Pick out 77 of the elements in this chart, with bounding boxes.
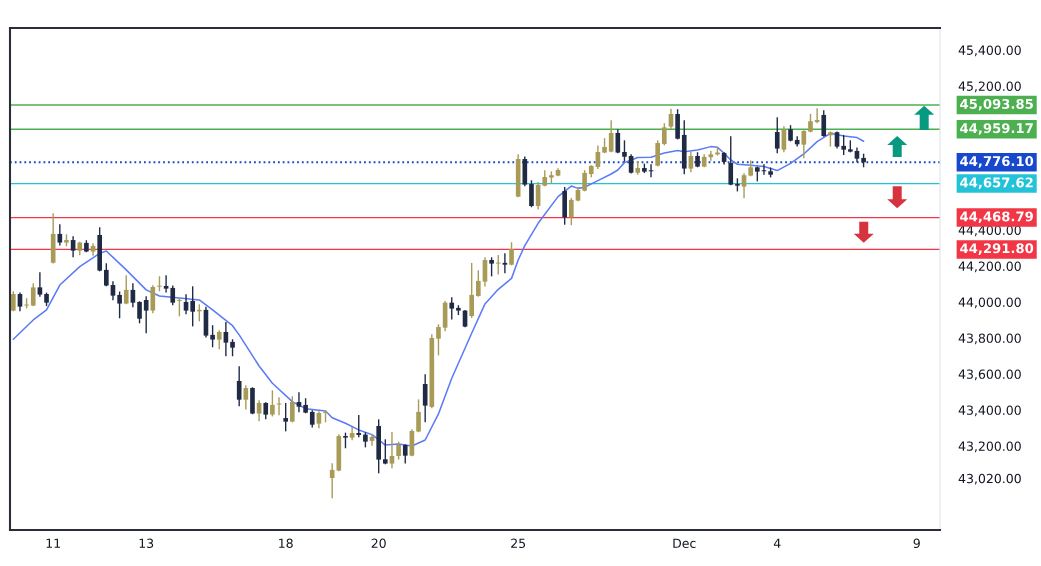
x-tick-label: 18 [279, 538, 293, 549]
candlestick [349, 426, 355, 441]
candlestick [270, 390, 275, 417]
y-tick-label: 45,400.00 [958, 45, 1021, 57]
y-tick-label: 43,200.00 [958, 441, 1021, 453]
candlestick [449, 297, 455, 320]
candlestick [210, 325, 215, 348]
candlestick [183, 294, 189, 315]
candlestick [708, 150, 714, 161]
candlestick [290, 396, 295, 423]
candlestick [608, 120, 614, 153]
candlestick [728, 136, 734, 186]
candlestick [30, 283, 36, 307]
candlestick [163, 275, 169, 293]
candlestick [117, 291, 122, 319]
candlestick [11, 291, 16, 312]
candlestick [469, 262, 474, 318]
ref-line-label: 45,093.85 [960, 98, 1033, 111]
y-tick-label: 43,800.00 [958, 333, 1021, 345]
x-tick-label: 25 [511, 538, 526, 549]
y-tick-label: 43,400.00 [958, 405, 1021, 417]
candlestick [104, 263, 109, 287]
candlestick [622, 140, 627, 162]
candlestick [529, 180, 534, 208]
ref-line-label: 44,959.17 [960, 123, 1033, 135]
y-tick-label: 44,200.00 [958, 261, 1021, 273]
y-tick-label: 43,020.00 [958, 473, 1021, 485]
candlestick [150, 285, 156, 314]
candlestick [170, 285, 176, 306]
candlestick [190, 286, 195, 327]
candlestick [655, 140, 660, 167]
candlestick [356, 415, 362, 438]
x-tick-label: 20 [371, 538, 386, 549]
y-tick-label: 45,200.00 [958, 81, 1021, 93]
x-tick-label: 13 [139, 538, 154, 549]
candlestick [70, 236, 76, 258]
x-tick-label: 4 [773, 538, 781, 548]
candlestick [741, 173, 747, 199]
candlestick [223, 321, 229, 357]
candlestick [509, 242, 514, 266]
ref-line-label: 44,776.10 [960, 156, 1034, 168]
candlestick [416, 399, 421, 433]
ref-line-label: 44,657.62 [960, 177, 1033, 190]
candlestick [582, 170, 587, 192]
candlestick [821, 110, 827, 137]
candlestick [662, 123, 667, 146]
candlestick [794, 136, 800, 147]
candlestick [123, 275, 129, 305]
candlestick [774, 117, 780, 154]
candlestick [422, 374, 428, 423]
ref-line-label: 44,468.79 [960, 211, 1033, 224]
ref-line-label: 44,291.80 [960, 243, 1034, 255]
candlestick [243, 385, 249, 410]
candlestick [801, 130, 807, 159]
candlestick [37, 272, 43, 297]
x-tick-label: Dec [673, 538, 696, 549]
candlestick [296, 392, 302, 413]
candlestick [256, 400, 262, 422]
y-tick-label: 44,000.00 [958, 297, 1021, 309]
candlestick [569, 197, 574, 226]
x-tick-label: 9 [913, 538, 920, 549]
candlestick [57, 224, 63, 246]
candlestick [383, 439, 388, 465]
candlestick [502, 253, 508, 274]
candlestick [476, 270, 481, 297]
y-tick-label: 44,400.00 [958, 225, 1021, 237]
candlestick [236, 366, 242, 407]
candlestick [283, 402, 288, 432]
candlestick [143, 296, 149, 334]
candlestick [389, 431, 395, 469]
candlestick [90, 243, 96, 256]
candlestick [615, 129, 621, 154]
candlestick [137, 301, 142, 324]
candlestick [436, 324, 441, 356]
x-tick-label: 11 [46, 538, 60, 548]
candlestick [841, 134, 846, 156]
y-tick-label: 43,600.00 [958, 369, 1021, 381]
